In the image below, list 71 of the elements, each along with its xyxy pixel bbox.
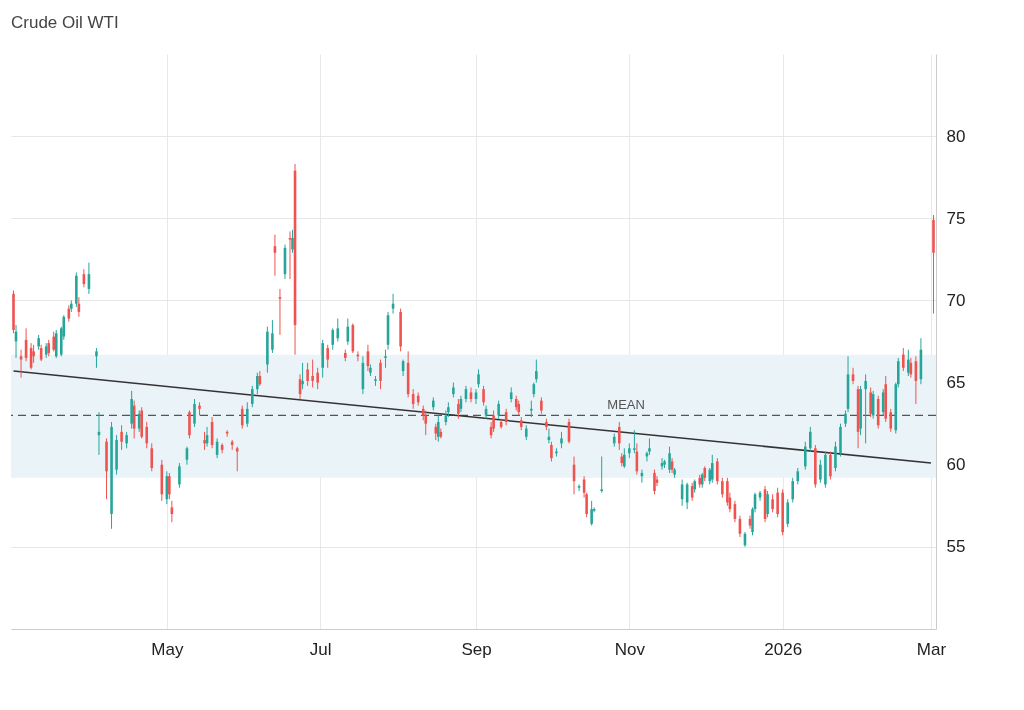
candlestick [716, 457, 719, 485]
candlestick [834, 441, 837, 472]
candlestick [550, 441, 553, 462]
candlestick [301, 362, 304, 390]
candlestick [316, 367, 319, 390]
x-tick-label: Mar [916, 639, 947, 659]
candlestick [477, 368, 480, 388]
candlestick [577, 483, 581, 492]
x-tick-label: May [151, 639, 184, 659]
candlestick [819, 459, 822, 484]
candlestick [803, 441, 807, 471]
candlestick [809, 426, 812, 453]
candlestick [336, 318, 340, 342]
candlestick [482, 385, 485, 407]
x-tick-label: Sep [461, 639, 492, 659]
y-tick-label: 65 [946, 373, 966, 393]
candlestick [771, 493, 774, 513]
candlestick [240, 405, 244, 430]
candlestick [245, 401, 249, 428]
candlestick [864, 373, 867, 444]
candlestick [600, 456, 603, 494]
candlestick [791, 477, 795, 503]
candlestick [497, 400, 500, 420]
candlestick [291, 229, 294, 254]
candlestick [776, 487, 779, 518]
x-tick-label: Nov [614, 639, 646, 659]
candlestick [251, 385, 254, 408]
candlestick [188, 410, 191, 439]
candlestick [95, 347, 98, 369]
candlestick [535, 359, 538, 384]
candlestick [633, 429, 636, 454]
candlestick [721, 477, 724, 499]
x-tick-label: Jul [309, 639, 332, 659]
x-tick-label: 2026 [764, 639, 803, 659]
candlestick [145, 421, 149, 449]
candlestick [168, 472, 171, 500]
candlestick [869, 387, 872, 418]
y-tick-label: 80 [946, 126, 966, 146]
candlestick [829, 451, 832, 480]
candlestick [457, 398, 460, 420]
chart-title: Crude Oil WTI [11, 13, 119, 32]
candlestick [786, 498, 789, 528]
candlestick [617, 421, 621, 451]
candlestick [766, 490, 769, 518]
candlestick [193, 398, 196, 428]
candlestick [902, 347, 905, 372]
y-tick-label: 55 [946, 537, 966, 557]
candlestick [424, 410, 428, 436]
candlestick [278, 288, 282, 336]
candlestick [326, 344, 330, 369]
candlestick [150, 442, 154, 472]
candlestick [306, 362, 309, 387]
y-tick-label: 70 [946, 290, 966, 310]
y-tick-label: 60 [946, 455, 966, 475]
candlestick [203, 431, 206, 451]
candlestick [907, 349, 910, 377]
candlestick [235, 446, 239, 472]
candlestick [889, 408, 893, 433]
candlestick [331, 327, 335, 351]
candlestick [54, 329, 58, 359]
candlestick [271, 319, 274, 354]
candlestick [178, 462, 181, 489]
ref-line-label: MEAN [607, 397, 645, 413]
candlestick [379, 359, 382, 390]
candlestick [384, 349, 387, 369]
candlestick [52, 331, 56, 352]
candlestick [288, 230, 292, 280]
candlestick [120, 424, 123, 451]
candlestick [653, 469, 656, 495]
y-tick-label: 75 [946, 208, 966, 228]
candlestick [311, 359, 314, 388]
